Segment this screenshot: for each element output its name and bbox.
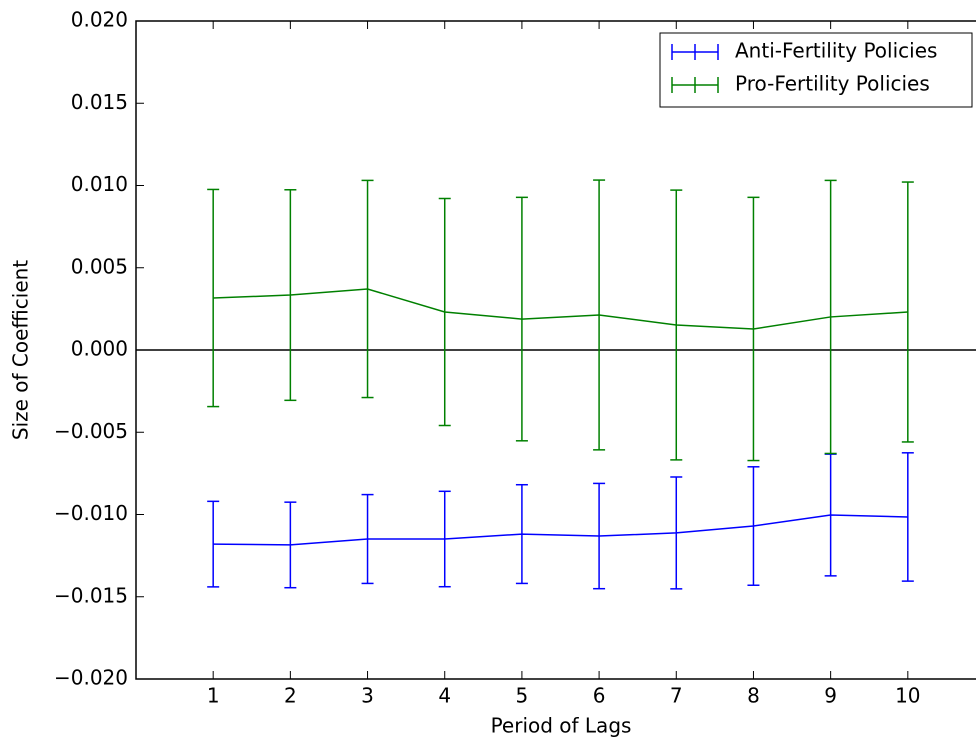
error-bar <box>361 493 374 585</box>
error-bar <box>747 466 760 586</box>
y-tick-label: 0.020 <box>71 8 128 32</box>
x-tick-label: 9 <box>824 684 837 708</box>
error-bar <box>361 179 374 399</box>
plot-frame <box>135 20 976 680</box>
x-tick-label: 5 <box>516 684 529 708</box>
error-bar <box>284 189 297 402</box>
error-bar <box>901 452 914 582</box>
legend-box <box>659 32 973 108</box>
y-tick-label: −0.015 <box>54 583 128 607</box>
error-bar <box>901 181 914 443</box>
error-bar <box>438 490 451 588</box>
y-tick-label: 0.000 <box>71 337 128 361</box>
y-tick-label: 0.005 <box>71 254 128 278</box>
legend-label: Anti-Fertility Policies <box>735 39 937 63</box>
error-bar <box>284 501 297 589</box>
x-tick-label: 1 <box>207 684 220 708</box>
x-tick-label: 6 <box>593 684 606 708</box>
x-tick-label: 8 <box>747 684 760 708</box>
series-line <box>213 288 908 330</box>
y-axis-label: Size of Coefficient <box>9 260 33 440</box>
y-tick-label: −0.020 <box>54 666 128 690</box>
y-tick-label: −0.010 <box>54 501 128 525</box>
y-tick-label: −0.005 <box>54 419 128 443</box>
x-tick-label: 2 <box>284 684 297 708</box>
error-bar <box>593 179 606 451</box>
x-tick-label: 10 <box>895 684 920 708</box>
x-axis-label: Period of Lags <box>491 714 632 738</box>
legend-swatch <box>671 77 719 93</box>
y-tick-label: 0.015 <box>71 90 128 114</box>
error-bar <box>670 189 683 461</box>
series-line <box>213 514 908 546</box>
error-bar <box>747 196 760 462</box>
error-bar <box>824 179 837 455</box>
x-tick-label: 4 <box>438 684 451 708</box>
x-tick-label: 3 <box>361 684 374 708</box>
error-bar <box>207 188 220 408</box>
error-bar <box>515 196 528 442</box>
error-bar <box>593 482 606 590</box>
error-bar <box>438 197 451 427</box>
y-tick-label: 0.010 <box>71 172 128 196</box>
x-tick-label: 7 <box>670 684 683 708</box>
error-bar <box>670 476 683 590</box>
legend-label: Pro-Fertility Policies <box>735 72 930 96</box>
error-bar <box>515 483 528 585</box>
legend-swatch <box>671 44 719 60</box>
error-bar <box>207 500 220 588</box>
